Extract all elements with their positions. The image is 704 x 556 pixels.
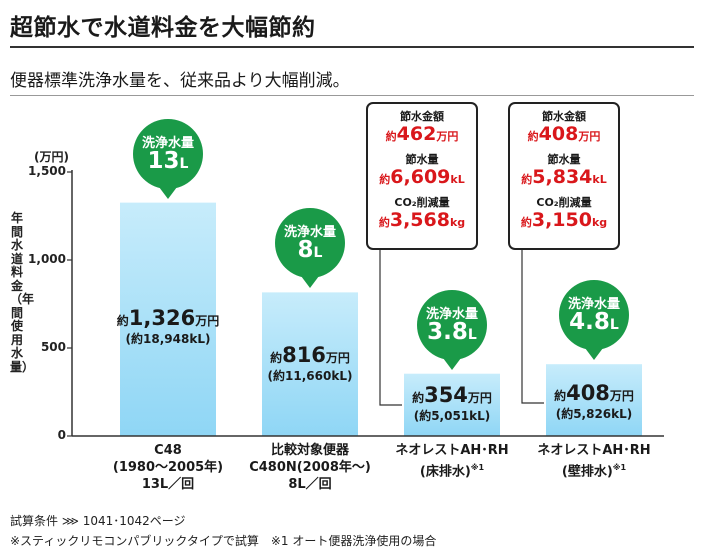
bar-2: [262, 292, 358, 436]
flush-volume-bubble: 洗浄水量 8L: [275, 208, 345, 289]
y-tick-label: 500: [40, 340, 66, 354]
x-category-label: 比較対象便器 C480N(2008年〜) 8L／回: [249, 443, 371, 492]
footnote-remote: ※スティックリモコンパブリックタイプで試算 ※1 オート便器洗浄使用の場合: [10, 534, 437, 548]
bar-3: [404, 373, 500, 436]
footnote-conditions: 試算条件 ⋙ 1041･1042ページ: [10, 514, 186, 528]
y-tick-label: 0: [57, 428, 66, 442]
subtitle-divider: [10, 95, 694, 96]
flush-volume-value: 8L: [297, 237, 323, 264]
page-title: 超節水で水道料金を大幅節約: [10, 15, 316, 41]
flush-volume-bubble: 洗浄水量 13L: [133, 118, 203, 199]
y-tick-label: 1,000: [28, 252, 66, 266]
x-category-label: ネオレストAH･RH (床排水)※1: [395, 443, 509, 480]
x-category-label: ネオレストAH･RH (壁排水)※1: [537, 443, 651, 480]
page-subtitle: 便器標準洗浄水量を、従来品より大幅削減。: [10, 71, 350, 91]
flush-volume-label: 洗浄水量: [425, 306, 478, 322]
bar-value-label: 約354万円 (約5,051kL): [412, 383, 492, 423]
y-axis-label: 年間水道料金（年間使用水量）: [10, 211, 35, 374]
flush-volume-value: 4.8L: [569, 309, 619, 336]
flush-volume-value: 13L: [147, 147, 189, 174]
savings-connector: [521, 248, 544, 404]
y-axis-unit: (万円): [34, 150, 69, 164]
bar-value-label: 約408万円 (約5,826kL): [554, 381, 634, 421]
bar-value-label: 約1,326万円 (約18,948kL): [116, 306, 220, 346]
flush-volume-bubble: 洗浄水量 3.8L: [417, 289, 487, 370]
x-category-label: C48 (1980〜2005年) 13L／回: [112, 443, 224, 492]
y-tick-label: 1,500: [28, 164, 66, 178]
savings-box: 節水金額 約462万円 節水量 約6,609kL CO₂削減量 約3,568kg: [366, 102, 478, 250]
flush-volume-label: 洗浄水量: [567, 297, 620, 313]
flush-volume-bubble: 洗浄水量 4.8L: [559, 280, 629, 361]
flush-volume-label: 洗浄水量: [283, 225, 336, 241]
flush-volume-label: 洗浄水量: [141, 135, 194, 151]
bar-1: [120, 202, 216, 436]
savings-box: 節水金額 約408万円 節水量 約5,834kL CO₂削減量 約3,150kg: [508, 102, 620, 250]
flush-volume-value: 3.8L: [427, 318, 477, 345]
bar-value-label: 約816万円 (約11,660kL): [267, 343, 353, 383]
bar-4: [546, 364, 642, 436]
title-divider: [10, 46, 694, 48]
savings-connector: [379, 248, 402, 406]
